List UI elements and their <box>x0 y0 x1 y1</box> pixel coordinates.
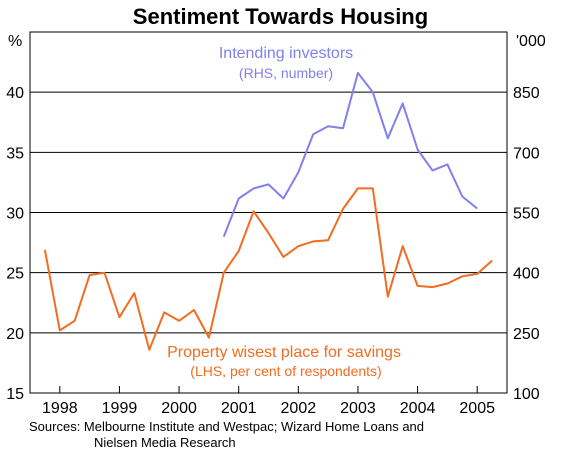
right-tick-label: 550 <box>513 206 540 223</box>
series-label-intending-investors: Intending investors <box>219 45 353 62</box>
series-sublabel-property-savings: (LHS, per cent of respondents) <box>190 363 381 379</box>
plot-frame <box>29 31 508 394</box>
source-note-line-1: Sources: Melbourne Institute and Westpac… <box>29 419 425 434</box>
x-tick-label: 2000 <box>161 400 197 417</box>
left-tick-label: 40 <box>6 85 24 102</box>
left-tick-label: 20 <box>6 326 24 343</box>
right-tick-label: 400 <box>513 266 540 283</box>
left-tick-label: 30 <box>6 206 24 223</box>
x-tick-label: 2002 <box>281 400 317 417</box>
left-tick-label: 35 <box>6 145 24 162</box>
x-tick-label: 1998 <box>42 400 78 417</box>
left-axis-tick-labels: 15 20 25 30 35 40 <box>6 85 24 403</box>
right-tick-label: 100 <box>513 386 540 403</box>
source-note-line-2: Nielsen Media Research <box>94 435 236 450</box>
series-label-property-savings: Property wisest place for savings <box>167 344 401 361</box>
series-line-intending-investors <box>222 71 478 237</box>
left-axis-unit: % <box>8 33 23 50</box>
x-tick-label: 2001 <box>221 400 257 417</box>
left-tick-label: 15 <box>6 386 24 403</box>
right-axis-tick-labels: 100 250 400 550 700 850 <box>513 85 540 403</box>
x-tick-label: 2004 <box>400 400 436 417</box>
x-axis-tick-labels: 1998 1999 2000 2001 2002 2003 2004 2005 <box>42 400 495 417</box>
series-lines <box>43 71 493 351</box>
right-tick-label: 850 <box>513 85 540 102</box>
right-tick-label: 250 <box>513 326 540 343</box>
x-tick-label: 1999 <box>102 400 138 417</box>
right-tick-label: 700 <box>513 145 540 162</box>
gridlines <box>30 91 507 334</box>
series-sublabel-intending-investors: (RHS, number) <box>239 65 333 81</box>
x-tick-label: 2005 <box>459 400 495 417</box>
series-line-property-savings <box>43 187 493 351</box>
chart-title: Sentiment Towards Housing <box>132 4 429 29</box>
left-tick-label: 25 <box>6 266 24 283</box>
x-axis-ticks <box>59 386 478 393</box>
right-axis-unit: '000 <box>516 33 546 50</box>
x-tick-label: 2003 <box>340 400 376 417</box>
